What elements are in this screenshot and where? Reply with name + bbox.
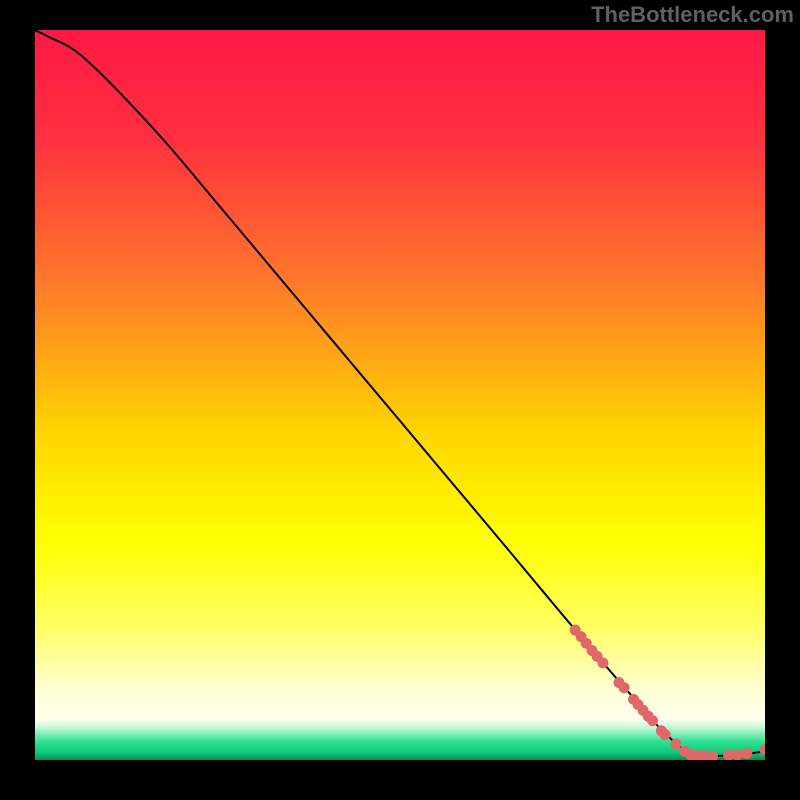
chart-plot-area [35,30,765,760]
chart-background [35,30,765,760]
data-point [597,657,608,668]
attribution-label: TheBottleneck.com [591,2,794,28]
data-point [659,729,670,740]
data-point [670,738,681,749]
data-point [732,749,743,760]
data-point [619,682,630,693]
data-point [647,715,658,726]
data-point [741,748,752,759]
chart-container: TheBottleneck.com [0,0,800,800]
